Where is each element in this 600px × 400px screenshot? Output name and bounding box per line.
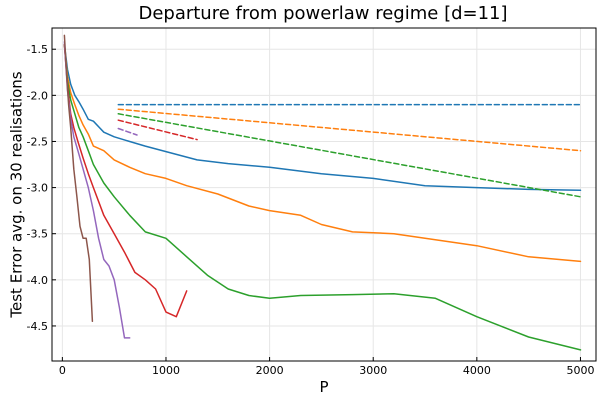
y-tick-label: -4.5 [27, 320, 48, 333]
y-tick-label: -4.0 [27, 274, 48, 287]
y-tick-label: -2.5 [27, 135, 48, 148]
plot-frame [51, 27, 597, 362]
y-axis-label: Test Error avg. on 30 realisations [7, 71, 25, 318]
y-tick-label: -3.0 [27, 182, 48, 195]
dashed-series-line-10 [117, 127, 138, 136]
chart-title: Departure from powerlaw regime [d=11] [138, 3, 507, 24]
dashed-series-line-7 [117, 108, 582, 152]
series-line-4 [63, 41, 131, 339]
x-tick-label: 2000 [256, 364, 284, 377]
dashed-series-line-8 [117, 113, 582, 198]
y-tick-label: -1.5 [27, 43, 48, 56]
x-tick-label: 4000 [463, 364, 491, 377]
series-line-2 [63, 43, 582, 351]
x-tick-label: 3000 [359, 364, 387, 377]
x-tick-label: 5000 [566, 364, 594, 377]
dashed-series-line-9 [117, 119, 198, 141]
series-line-1 [63, 43, 582, 263]
series-line-3 [63, 43, 188, 318]
x-axis-label: P [319, 378, 328, 396]
series-group [63, 34, 582, 351]
grid [52, 28, 596, 361]
series-line-5 [63, 34, 94, 323]
series-line-0 [63, 43, 582, 192]
y-tick-label: -3.5 [27, 228, 48, 241]
ticks: 0 1000 2000 3000 4000 5000 -1.5 -2.0 -2.5 -3.0 -3.… [27, 43, 595, 377]
x-tick-label: 0 [59, 364, 66, 377]
x-tick-label: 1000 [152, 364, 180, 377]
y-tick-label: -2.0 [27, 89, 48, 102]
